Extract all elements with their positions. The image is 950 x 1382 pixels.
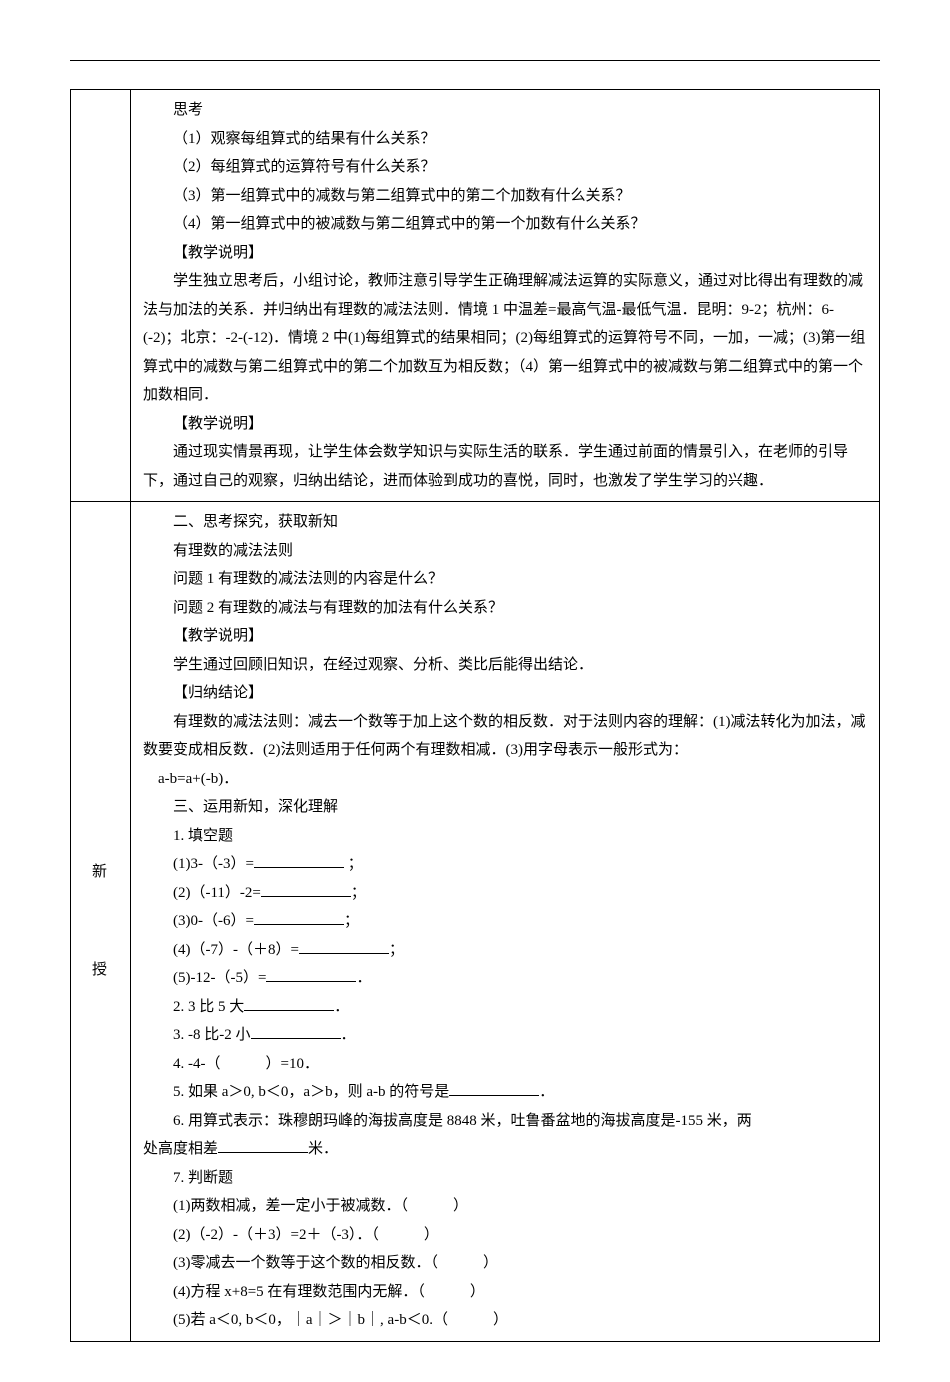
question-p1: 问题 1 有理数的减法法则的内容是什么？: [143, 565, 867, 594]
fill-6b-prefix: 处高度相差: [143, 1141, 218, 1157]
question-2: （2）每组算式的运算符号有什么关系？: [143, 153, 867, 182]
content-cell-1: 思考 （1）观察每组算式的结果有什么关系？ （2）每组算式的运算符号有什么关系？…: [131, 90, 880, 502]
judge-5: (5)若 a＜0, b＜0，｜a｜＞｜b｜, a-b＜0.（ ）: [143, 1306, 867, 1335]
fill-2: 2. 3 比 5 大 ．: [143, 993, 867, 1022]
content-cell-2: 二、思考探究，获取新知 有理数的减法法则 问题 1 有理数的减法法则的内容是什么…: [131, 502, 880, 1342]
fill-4: 4. -4-（ ）=10．: [143, 1050, 867, 1079]
fill-1d-suffix: ；: [389, 942, 404, 958]
fill-3-suffix: ．: [341, 1027, 356, 1043]
top-rule-line: [70, 60, 880, 61]
fill-6b-suffix: 米．: [308, 1141, 338, 1157]
equation: a-b=a+(-b)．: [143, 765, 867, 794]
conclusion-note: 【归纳结论】: [143, 679, 867, 708]
fill-1d-text: (4)（-7）-（＋8）=: [173, 942, 299, 958]
fill-2-text: 2. 3 比 5 大: [173, 999, 244, 1015]
question-1: （1）观察每组算式的结果有什么关系？: [143, 125, 867, 154]
fill-5: 5. 如果 a＞0, b＜0，a＞b，则 a-b 的符号是 ．: [143, 1078, 867, 1107]
fill-5-text: 5. 如果 a＞0, b＜0，a＞b，则 a-b 的符号是: [173, 1084, 449, 1100]
thinking-heading: 思考: [143, 96, 867, 125]
fill-1b: (2)（-11）-2= ；: [143, 879, 867, 908]
judge-4: (4)方程 x+8=5 在有理数范围内无解．（ ）: [143, 1278, 867, 1307]
fill-6a: 6. 用算式表示：珠穆朗玛峰的海拔高度是 8848 米，吐鲁番盆地的海拔高度是-…: [143, 1107, 867, 1136]
left-label-cell-1: [71, 90, 131, 502]
teaching-note-1: 【教学说明】: [143, 239, 867, 268]
blank-1a: [254, 853, 344, 868]
blank-1e: [266, 967, 356, 982]
fill-1d: (4)（-7）-（＋8）= ；: [143, 936, 867, 965]
fill-2-suffix: ．: [334, 999, 349, 1015]
review-line: 学生通过回顾旧知识，在经过观察、分析、类比后能得出结论．: [143, 651, 867, 680]
judge-3: (3)零减去一个数等于这个数的相反数．（ ）: [143, 1249, 867, 1278]
fill-3-text: 3. -8 比-2 小: [173, 1027, 251, 1043]
fill-5-suffix: ．: [539, 1084, 554, 1100]
fill-1e-suffix: ．: [356, 970, 371, 986]
blank-1d: [299, 939, 389, 954]
question-3: （3）第一组算式中的减数与第二组算式中的第二个加数有什么关系？: [143, 182, 867, 211]
lesson-table: 思考 （1）观察每组算式的结果有什么关系？ （2）每组算式的运算符号有什么关系？…: [70, 89, 880, 1342]
fill-6b: 处高度相差 米．: [143, 1135, 867, 1164]
teaching-note-3: 【教学说明】: [143, 622, 867, 651]
left-char-2: 授: [92, 956, 109, 985]
question-4: （4）第一组算式中的被减数与第二组算式中的第一个加数有什么关系？: [143, 210, 867, 239]
body-text-1: 学生独立思考后，小组讨论，教师注意引导学生正确理解减法运算的实际意义，通过对比得…: [143, 267, 867, 410]
table-row: 思考 （1）观察每组算式的结果有什么关系？ （2）每组算式的运算符号有什么关系？…: [71, 90, 880, 502]
fill-1c-text: (3)0-（-6）=: [173, 913, 254, 929]
table-row: 新 授 二、思考探究，获取新知 有理数的减法法则 问题 1 有理数的减法法则的内…: [71, 502, 880, 1342]
vertical-label-wrap: 新 授: [79, 858, 122, 985]
question-p2: 问题 2 有理数的减法与有理数的加法有什么关系？: [143, 594, 867, 623]
fill-1a-text: (1)3-（-3）=: [173, 856, 254, 872]
blank-3: [251, 1024, 341, 1039]
blank-5: [449, 1081, 539, 1096]
blank-6: [218, 1138, 308, 1153]
left-label-cell-2: 新 授: [71, 502, 131, 1342]
section-2-heading: 二、思考探究，获取新知: [143, 508, 867, 537]
line-rule: 有理数的减法法则: [143, 537, 867, 566]
fill-1c-suffix: ；: [344, 913, 359, 929]
section-3-heading: 三、运用新知，深化理解: [143, 793, 867, 822]
fill-heading: 1. 填空题: [143, 822, 867, 851]
fill-1a-suffix: ；: [348, 856, 363, 872]
fill-3: 3. -8 比-2 小 ．: [143, 1021, 867, 1050]
teaching-note-2: 【教学说明】: [143, 410, 867, 439]
fill-1e: (5)-12-（-5）= ．: [143, 964, 867, 993]
body-text-3: 有理数的减法法则：减去一个数等于加上这个数的相反数．对于法则内容的理解：(1)减…: [143, 708, 867, 765]
fill-1a: (1)3-（-3）= ；: [143, 850, 867, 879]
judge-2: (2)（-2）-（＋3）=2＋（-3）．（ ）: [143, 1221, 867, 1250]
blank-2: [244, 996, 334, 1011]
body-text-2: 通过现实情景再现，让学生体会数学知识与实际生活的联系．学生通过前面的情景引入，在…: [143, 438, 867, 495]
judge-heading: 7. 判断题: [143, 1164, 867, 1193]
fill-1c: (3)0-（-6）= ；: [143, 907, 867, 936]
left-char-1: 新: [92, 858, 109, 887]
fill-1b-suffix: ；: [351, 885, 366, 901]
blank-1c: [254, 910, 344, 925]
blank-1b: [261, 882, 351, 897]
fill-1e-text: (5)-12-（-5）=: [173, 970, 266, 986]
fill-1b-text: (2)（-11）-2=: [173, 885, 261, 901]
judge-1: (1)两数相减，差一定小于被减数．（ ）: [143, 1192, 867, 1221]
